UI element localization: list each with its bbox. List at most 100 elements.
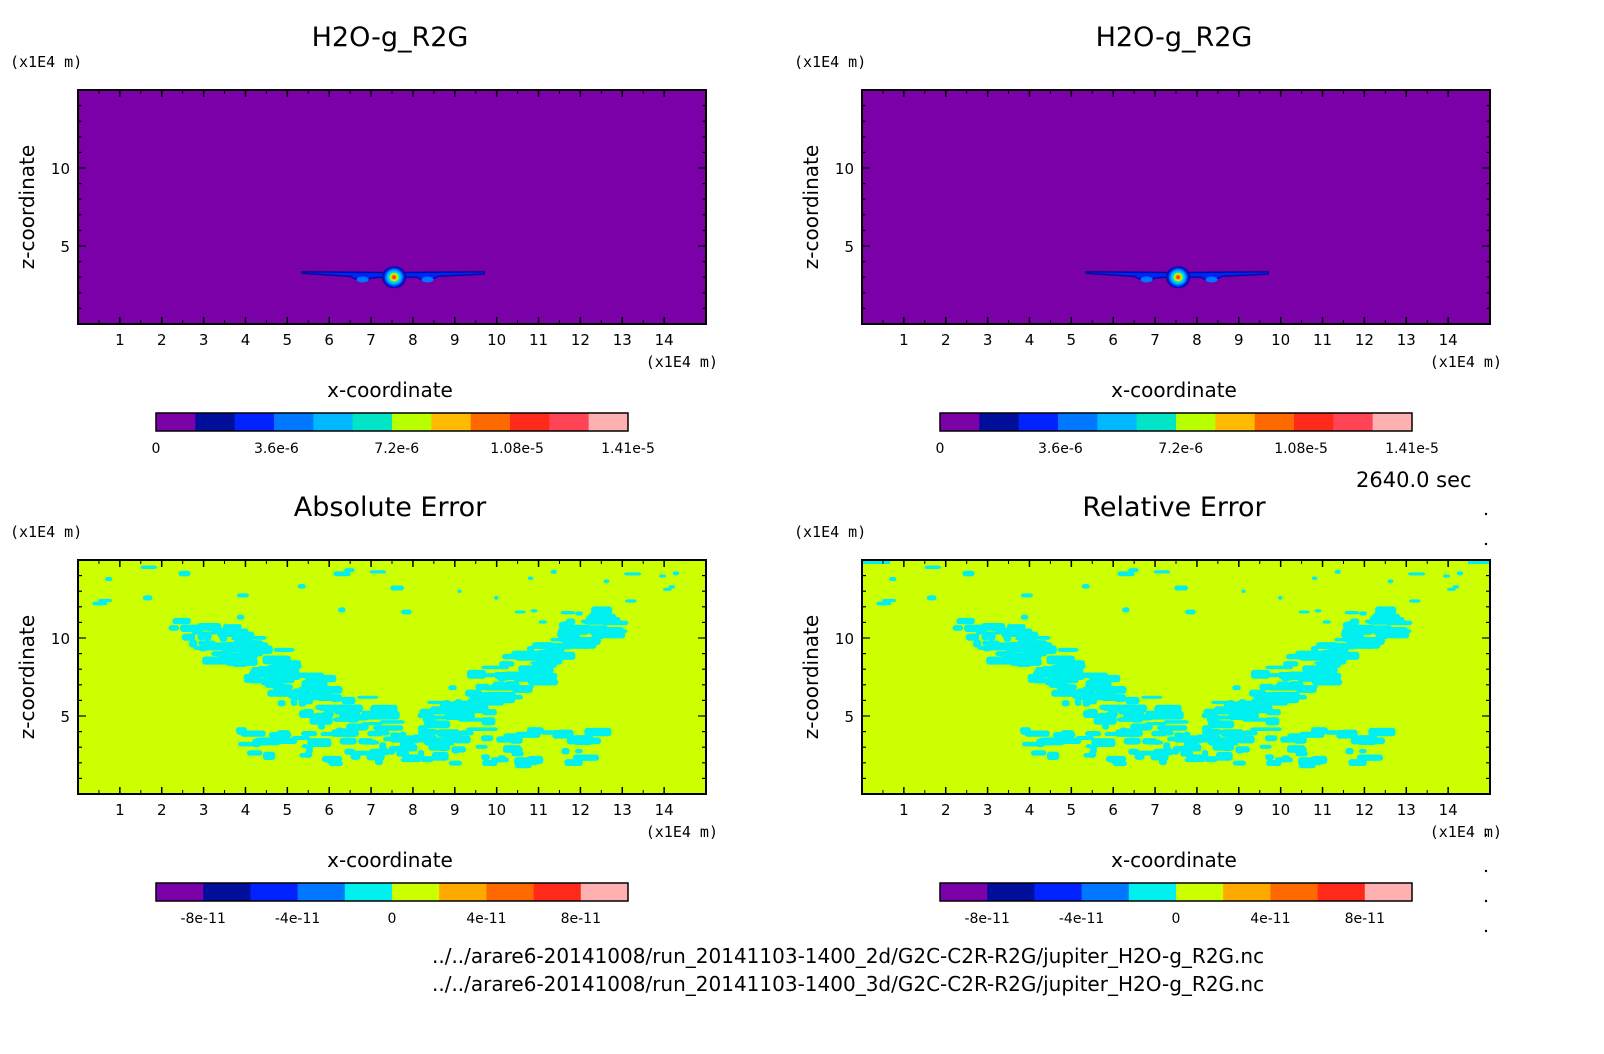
error-blob [1211,700,1229,704]
error-blob [1222,746,1233,752]
error-blob [603,630,626,639]
error-blob [377,748,390,756]
y-tick-label: 10 [51,630,70,648]
error-blob [1097,712,1117,722]
error-blob [1128,568,1139,573]
error-blob [1407,572,1426,576]
colorbar-label: 0 [936,441,945,457]
error-blob [298,699,307,707]
colorbar-swatch [274,413,314,431]
contour-layer [1085,266,1269,289]
error-blob [1201,749,1209,759]
colorbar-swatch [1333,413,1374,431]
error-blob [368,739,378,745]
error-blob [511,685,533,693]
contour-layer [301,266,485,289]
error-blob [1085,744,1092,749]
error-blob [379,720,405,724]
colorbar-swatch [392,883,440,901]
error-blob [178,570,191,577]
x-axis-label: x-coordinate [327,848,453,872]
colorbar-swatch [203,883,251,901]
error-blob [1408,599,1421,603]
error-blob [264,667,283,675]
error-blob [1309,668,1329,674]
error-blob [193,645,224,651]
y-tick-label: 5 [60,238,70,256]
x-axis: 1 2 3 4 5 6 7 8 9 10 11 12 13 14(x1E4 m)x-coordinate [98,90,718,402]
error-blob [448,760,463,766]
x-tick-label: 6 [1108,331,1118,349]
error-blob [168,625,180,631]
error-blob [1020,729,1030,735]
error-blob [263,675,290,683]
x-tick-label: 7 [1150,331,1160,349]
error-blob [1145,710,1164,716]
error-blob [1099,704,1128,710]
error-blob [341,704,364,713]
x-tick-label: 6 [324,801,334,819]
error-blob [498,661,515,667]
error-blob [1246,703,1272,709]
y-tick-label: 10 [835,160,854,178]
colorbar-label: -8e-11 [180,911,225,927]
error-blob [1442,574,1451,578]
error-blob [105,576,113,582]
error-blob [624,599,637,603]
error-blob [1082,686,1097,693]
colorbar-label: 0 [152,441,161,457]
error-blob [1163,720,1189,724]
x-tick-label: 5 [283,801,293,819]
error-blob [369,570,387,574]
error-blob [229,643,262,653]
error-blob [1056,684,1067,691]
x-tick-label: 12 [1355,331,1374,349]
error-blob [1204,756,1218,763]
colorbar-swatch [234,413,275,431]
chart-panel-2: Absolute Error(x1E4 m)1 2 3 4 5 6 7 8 9 10 11 12 13 1… [10,492,718,927]
error-blob [445,735,456,740]
error-blob [246,750,263,756]
error-blob [1311,755,1328,765]
margin-dot [1484,899,1488,903]
error-blob [1214,706,1233,710]
error-blob [1298,610,1310,614]
error-blob [662,587,672,591]
margin-dot [1484,512,1488,516]
error-blob [374,730,390,736]
error-blob [338,728,348,734]
x-tick-label: 11 [529,331,548,349]
error-blob [924,565,942,569]
error-blob [1085,691,1104,701]
error-blob [264,682,275,688]
error-blob [603,579,610,584]
error-blob [1367,621,1394,625]
x-tick-label: 1 [115,801,125,819]
error-blob [1113,694,1125,703]
colorbar-swatch [1081,883,1130,901]
x-tick-label: 13 [613,331,632,349]
error-blob [604,616,621,623]
error-blob [582,737,602,745]
error-blob [1265,760,1282,767]
error-blob [1314,609,1322,613]
colorbar-label: 1.08e-5 [1274,441,1328,457]
chart-panel-0: H2O-g_R2G(x1E4 m)1 2 3 4 5 6 7 8 9 10 11 12 13 14(x1E… [10,22,718,457]
colorbar-label: 1.41e-5 [1385,441,1439,457]
error-blob [276,730,291,739]
colorbar-swatch [470,413,511,431]
error-blob [1006,624,1026,629]
error-blob [977,645,1008,651]
error-blob [498,675,511,681]
error-blob [1311,576,1318,581]
colorbar-label: 0 [388,911,397,927]
left-wing-core [1140,276,1153,283]
error-blob [494,595,499,600]
error-blob [466,727,498,731]
error-blob [1048,682,1059,688]
error-blob [419,708,452,715]
error-blob [583,621,610,625]
x-tick-label: 6 [1108,801,1118,819]
error-blob [251,653,263,657]
error-blob [236,614,245,620]
